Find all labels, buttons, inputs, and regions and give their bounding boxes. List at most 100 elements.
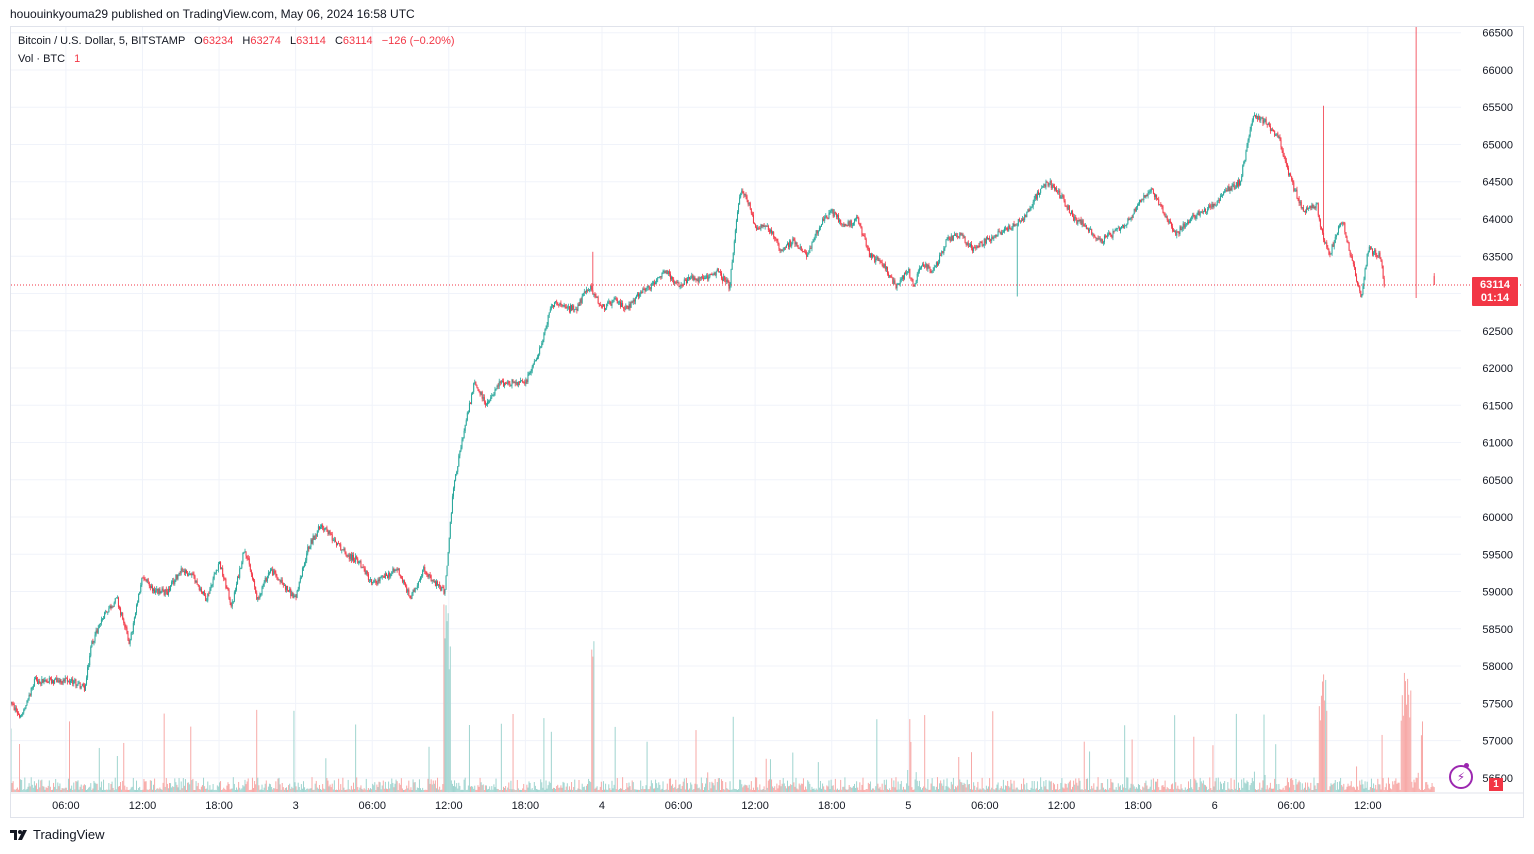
volume-bar xyxy=(902,786,904,792)
candle-body xyxy=(1141,199,1143,203)
candle-body xyxy=(1146,194,1148,197)
volume-bar xyxy=(814,789,816,792)
candlestick-chart[interactable]: 5650057000575005800058500590005950060000… xyxy=(11,27,1524,818)
candle-body xyxy=(190,573,192,576)
candle-body xyxy=(1290,173,1292,177)
candle-body xyxy=(333,539,335,541)
volume-bar xyxy=(1350,781,1352,792)
volume-bar xyxy=(676,789,678,792)
candle-body xyxy=(824,217,826,221)
price-tick-label: 60500 xyxy=(1482,475,1513,487)
volume-value: 1 xyxy=(74,53,81,65)
volume-bar xyxy=(461,789,463,792)
volume-bar xyxy=(1011,783,1013,792)
volume-bar xyxy=(1285,785,1287,792)
candle-body xyxy=(287,585,289,591)
candle-body xyxy=(613,298,615,301)
volume-bar xyxy=(946,778,948,792)
volume-bar xyxy=(716,782,718,792)
candle-body xyxy=(284,584,286,590)
candle-body xyxy=(304,563,306,567)
candle-body xyxy=(847,221,849,226)
candle-body xyxy=(899,280,901,284)
candle-body xyxy=(819,226,821,228)
time-tick-label: 6 xyxy=(1212,800,1218,812)
candle-body xyxy=(451,496,453,514)
candle-body xyxy=(1042,185,1044,188)
volume-bar xyxy=(607,789,609,792)
volume-bar xyxy=(445,605,447,792)
candle-body xyxy=(574,309,576,311)
volume-bar xyxy=(893,780,895,792)
candle-body xyxy=(641,291,643,293)
volume-bar xyxy=(12,781,14,792)
volume-bar xyxy=(708,789,710,792)
lightning-icon[interactable]: ⚡ xyxy=(1449,765,1473,789)
candle-body xyxy=(275,572,277,576)
candle-body xyxy=(853,219,855,223)
volume-bar xyxy=(545,780,547,792)
volume-bar xyxy=(1152,778,1154,792)
volume-bar xyxy=(1364,781,1366,792)
volume-bar xyxy=(1296,784,1298,792)
candle-body xyxy=(91,641,93,647)
volume-bar xyxy=(477,785,479,792)
candle-body xyxy=(631,302,633,304)
volume-bar xyxy=(741,784,743,792)
candle-body xyxy=(611,301,613,306)
volume-bar xyxy=(1105,789,1107,792)
candle-body xyxy=(888,273,890,276)
volume-label[interactable]: Vol · BTC xyxy=(18,53,66,65)
volume-bar xyxy=(1066,787,1068,792)
candle-body xyxy=(182,571,184,572)
volume-bar xyxy=(1046,789,1048,792)
chart-pane[interactable]: 5650057000575005800058500590005950060000… xyxy=(10,26,1524,818)
volume-bar xyxy=(745,785,747,792)
volume-bar xyxy=(644,789,646,792)
volume-bar xyxy=(179,789,181,792)
candle-body xyxy=(661,272,663,278)
price-tick-label: 62000 xyxy=(1482,363,1513,375)
candle-body xyxy=(361,566,363,568)
candle-body xyxy=(756,226,758,230)
volume-bar xyxy=(1315,789,1317,792)
volume-bar xyxy=(1407,678,1409,792)
candle-body xyxy=(909,268,911,278)
candle-body xyxy=(174,579,176,584)
volume-bar xyxy=(380,789,382,792)
candle-body xyxy=(1096,238,1098,240)
candle-body xyxy=(1153,193,1155,198)
volume-bar xyxy=(1387,777,1389,792)
volume-bar xyxy=(909,719,911,792)
volume-bar xyxy=(717,778,719,792)
candle-body xyxy=(395,569,397,571)
volume-bar xyxy=(293,710,295,792)
candle-body xyxy=(1075,216,1077,219)
candle-body xyxy=(455,474,457,481)
candle-body xyxy=(645,288,647,291)
candle-body xyxy=(1244,160,1246,162)
candle-body xyxy=(413,590,415,592)
volume-bar xyxy=(471,786,473,792)
candle-body xyxy=(1028,209,1030,212)
candle-body xyxy=(1113,231,1115,232)
candle-body xyxy=(978,245,980,247)
volume-bar xyxy=(1251,777,1253,792)
volume-bar xyxy=(1374,788,1376,792)
candle-body xyxy=(1142,199,1144,201)
tradingview-brand[interactable]: TradingView xyxy=(10,827,105,842)
volume-bar xyxy=(1383,789,1385,792)
candle-body xyxy=(1155,194,1157,198)
candle-body xyxy=(448,537,450,553)
volume-bar xyxy=(340,784,342,792)
volume-bar xyxy=(1110,778,1112,792)
symbol-label[interactable]: Bitcoin / U.S. Dollar, 5, BITSTAMP xyxy=(18,35,186,47)
candle-body xyxy=(841,223,843,225)
candle-body xyxy=(27,698,29,701)
candle-body xyxy=(359,561,361,563)
candle-body xyxy=(368,579,370,581)
candle-body xyxy=(71,679,73,682)
candle-body xyxy=(583,291,585,294)
volume-bar xyxy=(316,787,318,792)
candle-body xyxy=(516,382,518,386)
